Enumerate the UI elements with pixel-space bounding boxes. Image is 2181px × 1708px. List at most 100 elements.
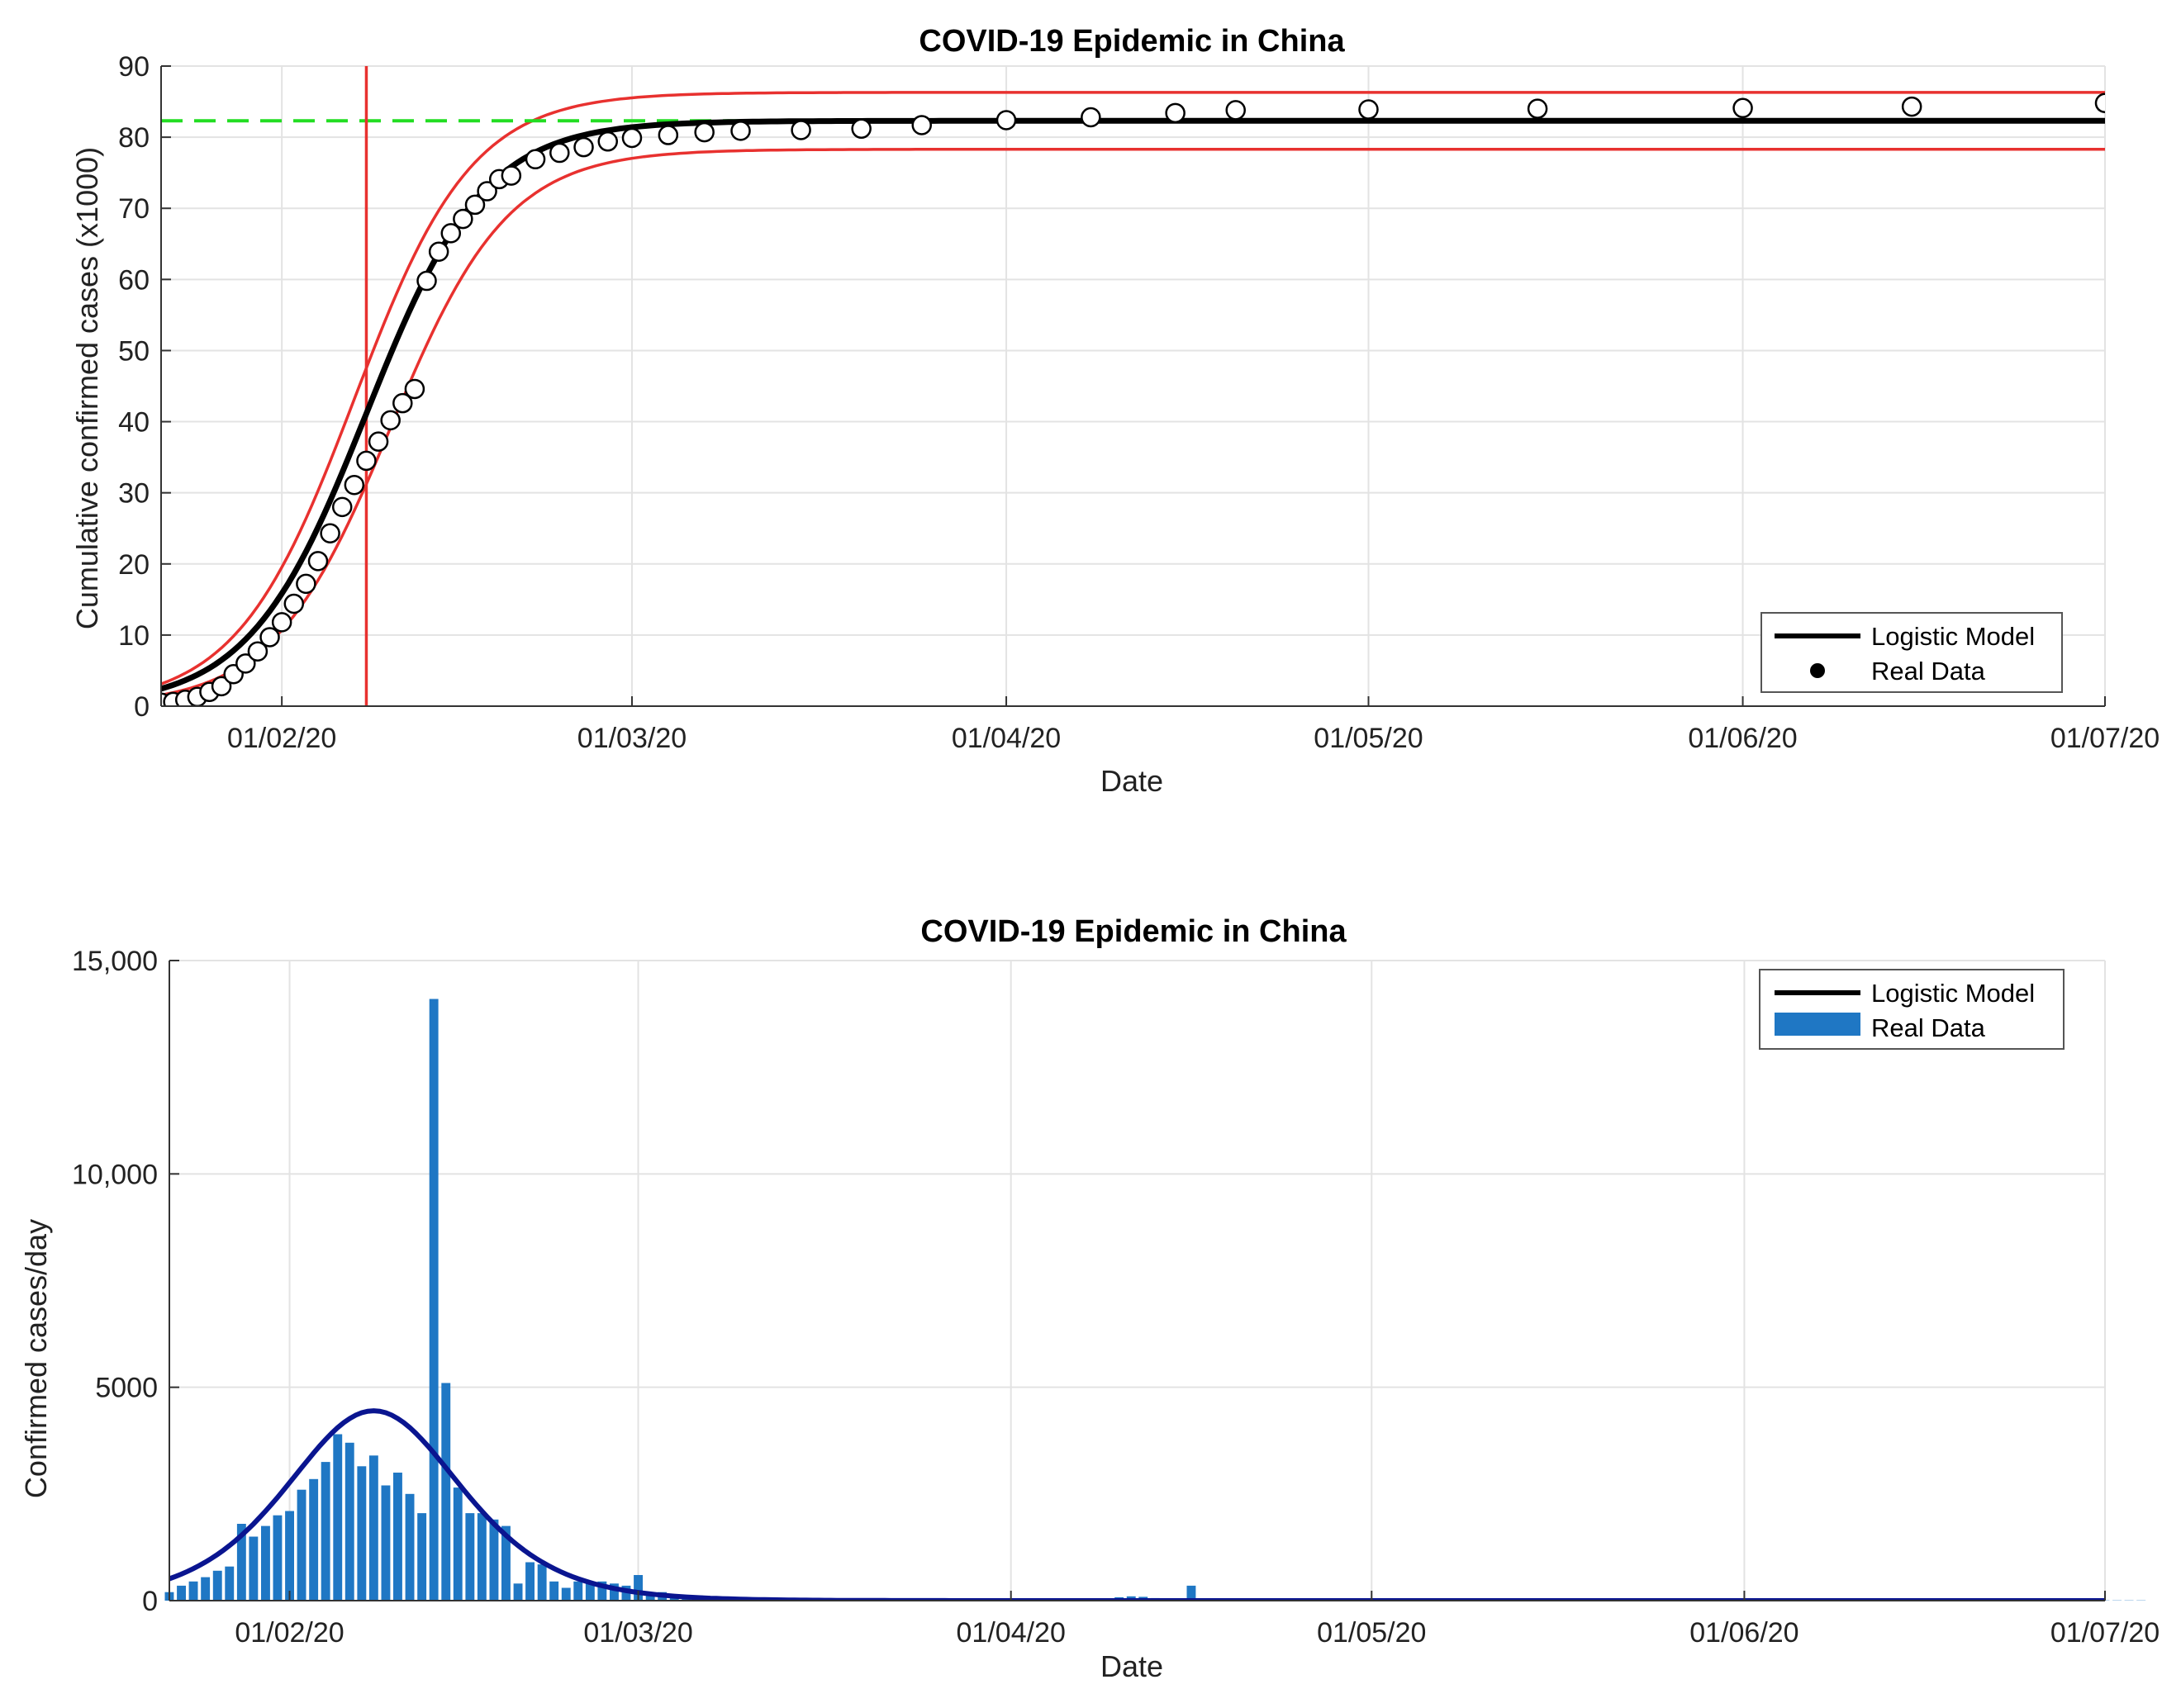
daily-bar	[368, 1455, 378, 1601]
upper-bound-curve	[161, 91, 2105, 686]
data-point	[995, 110, 1017, 130]
y-tick-label: 40	[118, 407, 150, 439]
data-point	[440, 223, 462, 244]
daily-bar	[465, 1513, 475, 1601]
daily-bar	[453, 1487, 463, 1601]
data-point	[549, 142, 570, 164]
daily-bars	[164, 999, 2146, 1601]
data-point	[1732, 97, 1753, 119]
daily-bar	[417, 1513, 427, 1601]
y-tick-label: 15,000	[72, 946, 158, 977]
tick-labels: 01/02/20 01/03/20 01/04/20 01/05/20 01/06/20…	[118, 51, 2160, 754]
data-point	[428, 241, 449, 262]
x-tick-label: 01/07/20	[2050, 1617, 2160, 1649]
data-point	[380, 410, 401, 431]
y-axis-label: Confirmed cases/day	[19, 1219, 53, 1498]
chart-title: COVID-19 Epidemic in China	[920, 914, 1347, 949]
legend: Logistic Model Real Data	[1759, 969, 2065, 1050]
data-point	[1901, 96, 1922, 117]
legend-data-swatch	[1810, 663, 1825, 678]
x-axis-label: Date	[1100, 764, 1163, 798]
legend-data-label: Real Data	[1871, 1013, 1986, 1042]
daily-bar	[501, 1525, 511, 1601]
data-point	[247, 641, 268, 662]
legend-data-label: Real Data	[1871, 657, 1986, 686]
x-axis-label: Date	[1100, 1649, 1163, 1683]
data-point	[791, 120, 811, 140]
daily-bar	[297, 1489, 306, 1601]
x-tick-label: 01/03/20	[577, 723, 687, 754]
x-tick-label: 01/03/20	[583, 1617, 692, 1649]
y-tick-label: 10,000	[72, 1159, 158, 1190]
daily-bar	[201, 1577, 211, 1601]
data-point	[1081, 107, 1101, 128]
daily-bar	[537, 1564, 547, 1601]
daily-bar	[441, 1383, 451, 1601]
data-point	[344, 474, 365, 496]
model-curve	[169, 1408, 2105, 1601]
data-point	[416, 270, 437, 292]
daily-bar	[357, 1466, 367, 1601]
data-point	[501, 165, 522, 186]
daily-bar	[285, 1511, 294, 1601]
data-point	[621, 127, 643, 149]
daily-bar	[212, 1570, 222, 1601]
y-tick-label: 0	[142, 1586, 158, 1617]
legend-model-label: Logistic Model	[1871, 979, 2035, 1008]
legend-model-label: Logistic Model	[1871, 622, 2035, 651]
daily-bar	[393, 1473, 402, 1601]
daily-bar	[621, 1585, 631, 1601]
daily-bar	[573, 1581, 583, 1601]
cumulative-cases-chart: COVID-19 Epidemic in China 01/02/20 01/03…	[70, 24, 2160, 798]
y-tick-label: 0	[134, 691, 150, 723]
x-tick-label: 01/05/20	[1314, 723, 1423, 754]
y-axis-label: Cumulative confirmed cases (x1000)	[70, 147, 104, 629]
daily-bar	[321, 1462, 330, 1601]
data-point	[392, 392, 413, 414]
daily-bar	[309, 1478, 319, 1601]
logistic-model-curve	[161, 117, 2105, 692]
daily-bar	[405, 1493, 415, 1601]
x-tick-label: 01/07/20	[2050, 723, 2160, 754]
data-point	[911, 115, 932, 135]
data-point	[211, 676, 232, 697]
data-point	[525, 149, 546, 170]
y-tick-label: 70	[118, 193, 150, 225]
data-point	[730, 121, 751, 141]
daily-bar	[273, 1515, 283, 1601]
data-point	[658, 125, 679, 145]
x-tick-label: 01/02/20	[227, 723, 336, 754]
axes	[160, 65, 2106, 707]
daily-bar	[177, 1585, 186, 1601]
daily-bar	[261, 1525, 270, 1601]
data-point	[1527, 98, 1548, 119]
data-point	[477, 181, 497, 202]
y-tick-label: 90	[118, 51, 150, 83]
daily-bar	[236, 1524, 246, 1601]
daily-bar	[344, 1442, 354, 1601]
daily-bar	[585, 1583, 595, 1601]
data-point	[283, 593, 305, 614]
data-point	[597, 131, 619, 152]
daily-bar	[634, 1575, 643, 1601]
y-tick-label: 20	[118, 549, 150, 581]
daily-cases-chart: COVID-19 Epidemic in China 01/02/20 01/03…	[19, 914, 2160, 1683]
data-point	[1358, 99, 1379, 120]
axes	[169, 960, 2106, 1601]
data-point	[320, 523, 340, 543]
x-tick-label: 01/05/20	[1317, 1617, 1426, 1649]
confidence-bounds	[161, 91, 2105, 697]
y-tick-label: 50	[118, 335, 150, 367]
data-point	[296, 573, 316, 595]
daily-bar	[249, 1536, 259, 1601]
daily-bar	[489, 1519, 499, 1601]
data-point	[851, 118, 872, 140]
x-tick-label: 01/04/20	[957, 1617, 1066, 1649]
y-tick-label: 60	[118, 264, 150, 296]
daily-bar	[561, 1587, 571, 1601]
data-point	[404, 378, 425, 400]
data-point	[2094, 93, 2105, 114]
reference-lines	[161, 66, 2105, 706]
lower-bound-curve	[161, 148, 2105, 697]
